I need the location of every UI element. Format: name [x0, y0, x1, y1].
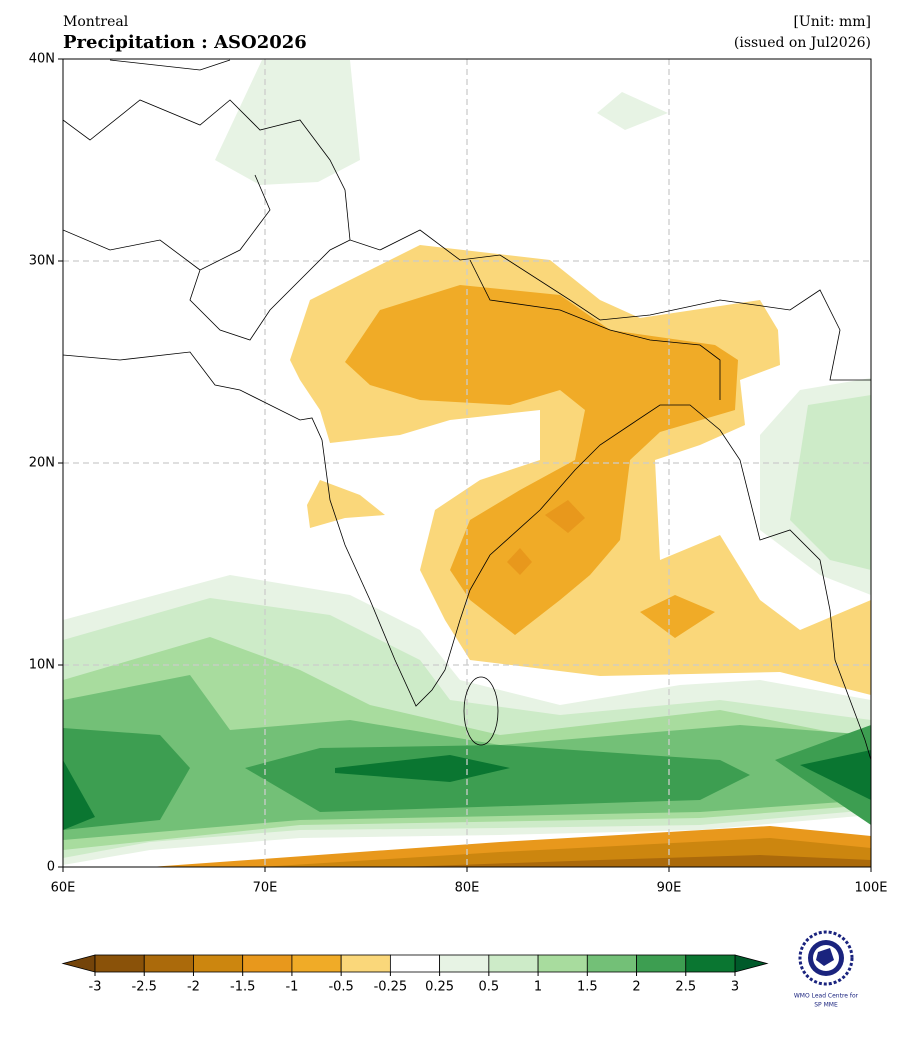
logo: WMO Lead Centre for SP MME — [794, 930, 859, 1009]
coastlines — [63, 59, 871, 761]
x-tick-label: 80E — [455, 881, 480, 896]
colorbar-label: -1.5 — [230, 980, 255, 995]
colorbar-swatch — [242, 954, 293, 973]
colorbar-label: 3 — [731, 980, 739, 995]
colorbar-label: 0.5 — [479, 980, 500, 995]
colorbar-swatch — [143, 954, 194, 973]
x-tick-label: 90E — [657, 881, 682, 896]
colorbar-swatch — [488, 954, 539, 973]
colorbar-label: -2.5 — [132, 980, 157, 995]
logo-line1: WMO Lead Centre for — [794, 993, 859, 1000]
logo-line2: SP MME — [814, 1002, 838, 1009]
colorbar-label: -3 — [89, 980, 102, 995]
colorbar-swatch — [685, 954, 736, 973]
grid — [63, 59, 871, 867]
title: Precipitation : ASO2026 — [63, 32, 307, 53]
y-tick-label: 0 — [47, 860, 55, 875]
issued: (issued on Jul2026) — [734, 35, 871, 51]
colorbar-label: 1 — [534, 980, 542, 995]
colorbar-label: -2 — [187, 980, 200, 995]
y-tick-label: 40N — [29, 52, 55, 67]
colorbar-extend-low — [61, 954, 96, 973]
colorbar-swatch — [586, 954, 637, 973]
x-tick-label: 70E — [253, 881, 278, 896]
colorbar-extend-high — [734, 954, 769, 973]
y-tick-label: 10N — [29, 658, 55, 673]
colorbar-label: -1 — [285, 980, 298, 995]
colorbar-swatch — [389, 954, 441, 973]
colorbar-label: 0.25 — [425, 980, 454, 995]
region: Montreal — [63, 14, 129, 30]
colorbar-label: 1.5 — [577, 980, 598, 995]
y-tick-label: 30N — [29, 254, 55, 269]
x-tick-label: 60E — [51, 881, 76, 896]
colorbar-swatch — [439, 954, 490, 973]
colorbar-label: -0.5 — [328, 980, 353, 995]
colorbar-label: 2 — [632, 980, 640, 995]
colorbar-swatch — [537, 954, 588, 973]
colorbar-swatch — [636, 954, 687, 973]
colorbar-swatch — [291, 954, 342, 973]
colorbar-label: 2.5 — [675, 980, 696, 995]
unit: [Unit: mm] — [793, 14, 871, 30]
colorbar-swatch — [193, 954, 244, 973]
colorbar-swatch — [94, 954, 145, 973]
y-tick-label: 20N — [29, 456, 55, 471]
colorbar: -3 -2.5 -2 -1.5 -1 -0.5 -0.25 0.25 0.5 1 1.5 2 2.5 3 — [61, 954, 769, 995]
colorbar-label: -0.25 — [374, 980, 408, 995]
colorbar-swatch — [340, 954, 391, 973]
x-tick-label: 100E — [854, 881, 887, 896]
